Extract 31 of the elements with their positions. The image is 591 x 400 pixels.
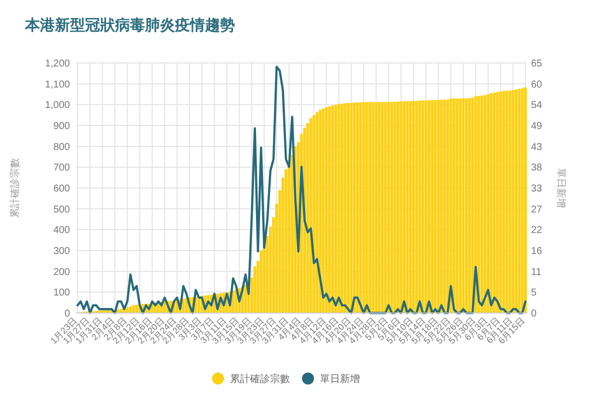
chart-title: 本港新型冠狀病毒肺炎疫情趨勢 <box>24 16 235 34</box>
y-tick-label: 1,000 <box>44 100 70 112</box>
y-tick-label: 1,100 <box>44 79 70 90</box>
y-tick-label: 1,200 <box>44 58 70 70</box>
y2-axis-title: 單日新增 <box>555 168 567 208</box>
y2-tick-label: 5 <box>531 288 537 299</box>
y2-tick-label: 11 <box>531 266 542 278</box>
legend-label: 累計確診宗數 <box>230 373 290 385</box>
y-tick-label: 600 <box>53 184 70 194</box>
y-tick-label: 200 <box>53 266 70 278</box>
y2-tick-label: 16 <box>531 246 543 257</box>
y2-tick-label: 60 <box>531 79 543 90</box>
y-tick-label: 0 <box>64 308 70 320</box>
y-tick-label: 300 <box>53 246 70 257</box>
y2-tick-label: 65 <box>531 58 543 70</box>
y2-tick-label: 22 <box>531 225 543 236</box>
y-tick-label: 700 <box>53 162 70 174</box>
y2-tick-label: 54 <box>531 100 543 112</box>
y2-tick-label: 38 <box>531 162 543 174</box>
y-tick-label: 900 <box>53 121 70 132</box>
y-tick-label: 400 <box>53 225 70 236</box>
y2-tick-label: 0 <box>531 308 537 320</box>
y2-tick-label: 33 <box>531 184 543 194</box>
y2-tick-label: 43 <box>531 142 543 153</box>
y-tick-label: 500 <box>53 204 70 216</box>
legend-label: 單日新增 <box>320 373 360 385</box>
y2-tick-label: 49 <box>531 121 543 132</box>
y-tick-label: 100 <box>53 288 70 299</box>
y-axis-title: 累計確診宗數 <box>9 158 21 218</box>
y-tick-label: 800 <box>53 142 70 153</box>
y2-tick-label: 27 <box>531 204 543 216</box>
